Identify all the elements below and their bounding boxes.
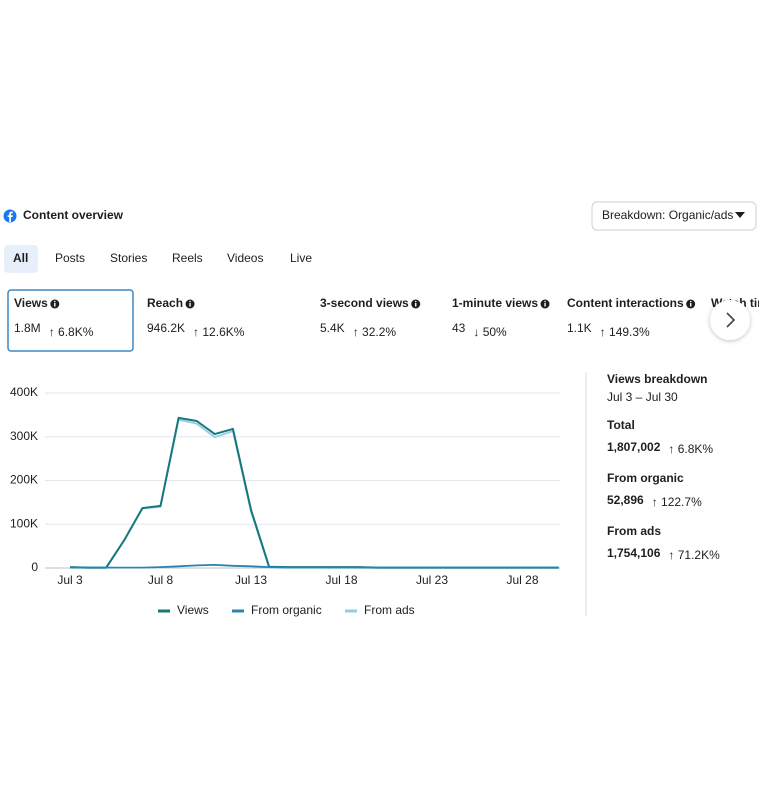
- info-icon-mark: [189, 303, 191, 307]
- x-tick-label: Jul 8: [148, 573, 174, 587]
- x-tick-label: Jul 3: [57, 573, 83, 587]
- info-icon-mark: [415, 303, 417, 307]
- breakdown-range: Jul 3 – Jul 30: [607, 390, 678, 404]
- breakdown-dropdown[interactable]: [591, 201, 757, 231]
- tab[interactable]: Reels: [172, 251, 203, 265]
- info-icon-mark: [689, 303, 692, 307]
- metric-label[interactable]: 3-second views: [320, 296, 409, 310]
- tab[interactable]: Videos: [227, 251, 263, 265]
- active-tab-background: [4, 245, 38, 273]
- x-tick-label: Jul 28: [506, 573, 538, 587]
- metric-change: ↓ 50%: [473, 325, 507, 339]
- chart: 0 100K 200K 300K 400K Jul 3 Jul 8 Jul 13 Jul 18 J…: [10, 385, 560, 617]
- info-icon-dot: [54, 300, 56, 303]
- metrics: Views 1.8M ↑ 6.8K% Reach 946.2K ↑ 12.6K% 3-sec…: [14, 296, 759, 339]
- info-icon-mark: [544, 303, 546, 307]
- breakdown-dropdown-label[interactable]: Breakdown: Organic/ads: [602, 208, 733, 222]
- info-icon-mark: [54, 303, 56, 307]
- page-title: Content overview: [23, 208, 124, 222]
- selected-metric-card: [7, 289, 134, 352]
- metric-change: ↑ 32.2%: [353, 325, 397, 339]
- breakdown-value: 1,754,106: [607, 546, 661, 560]
- breakdown-change: ↑ 122.7%: [652, 495, 702, 509]
- y-tick-label: 100K: [10, 516, 38, 530]
- info-icon-dot: [189, 300, 191, 303]
- metric-value: 1.8M: [14, 321, 41, 335]
- next-button[interactable]: [710, 300, 750, 340]
- tab[interactable]: All: [13, 251, 28, 265]
- tabs: All Posts Stories Reels Videos Live: [13, 251, 312, 265]
- info-icon-dot: [544, 300, 546, 303]
- x-tick-label: Jul 18: [325, 573, 357, 587]
- metric-value: 5.4K: [320, 321, 345, 335]
- breakdown-label: Total: [607, 418, 635, 432]
- metric-value: 43: [452, 321, 466, 335]
- breakdown-label: From organic: [607, 471, 684, 485]
- metric-change: ↑ 6.8K%: [49, 325, 94, 339]
- legend-label: From organic: [251, 603, 322, 617]
- breakdown-label: From ads: [607, 524, 661, 538]
- legend-label: Views: [177, 603, 209, 617]
- info-icon-dot: [689, 300, 692, 303]
- views-breakdown: Views breakdown Jul 3 – Jul 30 Total 1,807,…: [607, 372, 720, 562]
- x-tick-label: Jul 13: [235, 573, 267, 587]
- dropdown-caret: [735, 212, 745, 218]
- facebook-icon: [3, 209, 17, 223]
- y-tick-label: 200K: [10, 473, 38, 487]
- line-series: [70, 564, 559, 569]
- breakdown-change: ↑ 71.2K%: [668, 548, 720, 562]
- x-tick-label: Jul 23: [416, 573, 448, 587]
- breakdown-change: ↑ 6.8K%: [668, 442, 713, 456]
- breakdown-title: Views breakdown: [607, 372, 707, 386]
- metric-label[interactable]: Views: [14, 296, 48, 310]
- metric-change: ↑ 149.3%: [600, 325, 650, 339]
- metric-label[interactable]: Reach: [147, 296, 183, 310]
- tab[interactable]: Live: [290, 251, 312, 265]
- metric-change: ↑ 12.6K%: [193, 325, 245, 339]
- breakdown-value: 52,896: [607, 493, 644, 507]
- metric-value: 1.1K: [567, 321, 592, 335]
- metric-label[interactable]: Content interactions: [567, 296, 684, 310]
- breakdown-value: 1,807,002: [607, 440, 661, 454]
- y-tick-label: 0: [31, 560, 38, 574]
- metric-value: 946.2K: [147, 321, 185, 335]
- tab[interactable]: Stories: [110, 251, 147, 265]
- y-tick-label: 300K: [10, 429, 38, 443]
- metric-label[interactable]: 1-minute views: [452, 296, 538, 310]
- tab[interactable]: Posts: [55, 251, 85, 265]
- info-icon-dot: [414, 300, 417, 303]
- legend-label: From ads: [364, 603, 415, 617]
- y-tick-label: 400K: [10, 385, 38, 399]
